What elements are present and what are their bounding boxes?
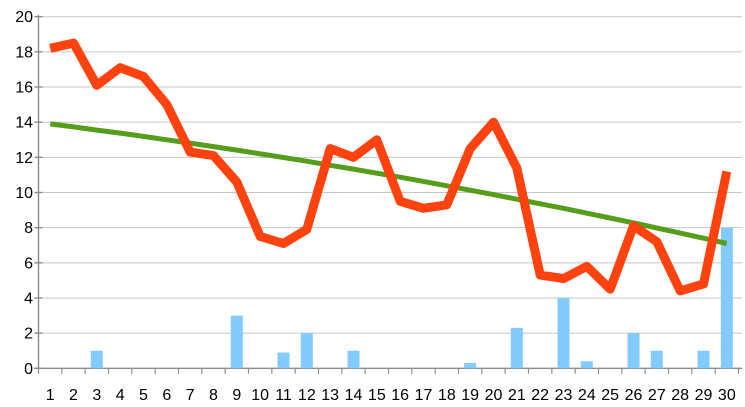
bar-9 [230, 315, 243, 369]
x-axis-tick-label: 5 [139, 387, 148, 404]
bar-11 [277, 352, 290, 369]
trend-line [49, 121, 728, 246]
y-axis-tick-label: 8 [24, 220, 33, 237]
x-axis-tick-label: 28 [671, 387, 689, 404]
x-axis-tick-label: 13 [321, 387, 339, 404]
x-axis-tick-label: 7 [186, 387, 195, 404]
x-axis-tick-label: 18 [438, 387, 456, 404]
x-axis-tick-label: 26 [625, 387, 643, 404]
x-axis-tick-label: 15 [368, 387, 386, 404]
x-axis-tick-label: 30 [718, 387, 736, 404]
x-axis-tick-label: 10 [251, 387, 269, 404]
y-axis-tick-label: 12 [15, 150, 33, 167]
x-axis-tick-label: 11 [275, 387, 292, 404]
x-axis-tick-label: 1 [46, 387, 55, 404]
bar-30 [720, 227, 733, 369]
main-line [49, 38, 732, 296]
x-axis-tick-label: 24 [578, 387, 596, 404]
x-axis-tick-label: 20 [485, 387, 503, 404]
x-axis-tick-label: 17 [415, 387, 433, 404]
y-axis-tick-label: 18 [15, 44, 33, 61]
x-axis-tick-label: 12 [298, 387, 316, 404]
x-axis-tick-label: 4 [116, 387, 125, 404]
x-axis-tick-label: 3 [92, 387, 101, 404]
x-axis-tick-label: 16 [391, 387, 409, 404]
bar-3 [90, 350, 103, 369]
bar-29 [697, 350, 710, 369]
y-axis-tick-label: 6 [24, 255, 33, 272]
y-axis-tick-label: 10 [15, 185, 33, 202]
bar-24 [580, 361, 593, 369]
x-axis-tick-label: 14 [345, 387, 363, 404]
bar-23 [557, 297, 570, 369]
x-axis-tick-label: 8 [209, 387, 218, 404]
y-axis-tick-label: 0 [24, 361, 33, 378]
y-axis-tick-label: 2 [24, 326, 33, 343]
x-axis-tick-label: 6 [162, 387, 171, 404]
y-axis-tick-label: 20 [15, 9, 33, 26]
bar-19 [464, 363, 477, 369]
x-axis-tick-label: 25 [601, 387, 619, 404]
x-axis-tick-label: 22 [531, 387, 549, 404]
bar-27 [650, 350, 663, 369]
bar-21 [510, 327, 523, 369]
bar-26 [627, 333, 640, 369]
y-axis-tick-label: 14 [15, 115, 33, 132]
x-axis-tick-label: 23 [555, 387, 573, 404]
x-axis-tick-label: 29 [695, 387, 713, 404]
bar-12 [300, 333, 313, 369]
x-axis-tick-label: 9 [232, 387, 241, 404]
x-axis-tick-label: 19 [461, 387, 479, 404]
x-axis-tick-label: 2 [69, 387, 78, 404]
y-axis-tick-label: 16 [15, 80, 33, 97]
bar-14 [347, 350, 360, 369]
x-axis-tick-label: 21 [508, 387, 526, 404]
y-axis-tick-label: 4 [24, 290, 33, 307]
x-axis-tick-label: 27 [648, 387, 666, 404]
